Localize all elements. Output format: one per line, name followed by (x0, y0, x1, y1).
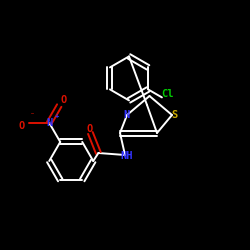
Text: NH: NH (121, 151, 133, 161)
Text: S: S (171, 110, 177, 120)
Text: O: O (86, 124, 92, 134)
Text: Cl: Cl (162, 90, 174, 100)
Text: +: + (55, 113, 59, 119)
Text: O: O (60, 94, 66, 104)
Text: N: N (123, 110, 129, 120)
Text: N: N (46, 118, 52, 128)
Text: O: O (18, 121, 24, 131)
Text: ⁻: ⁻ (30, 110, 35, 120)
